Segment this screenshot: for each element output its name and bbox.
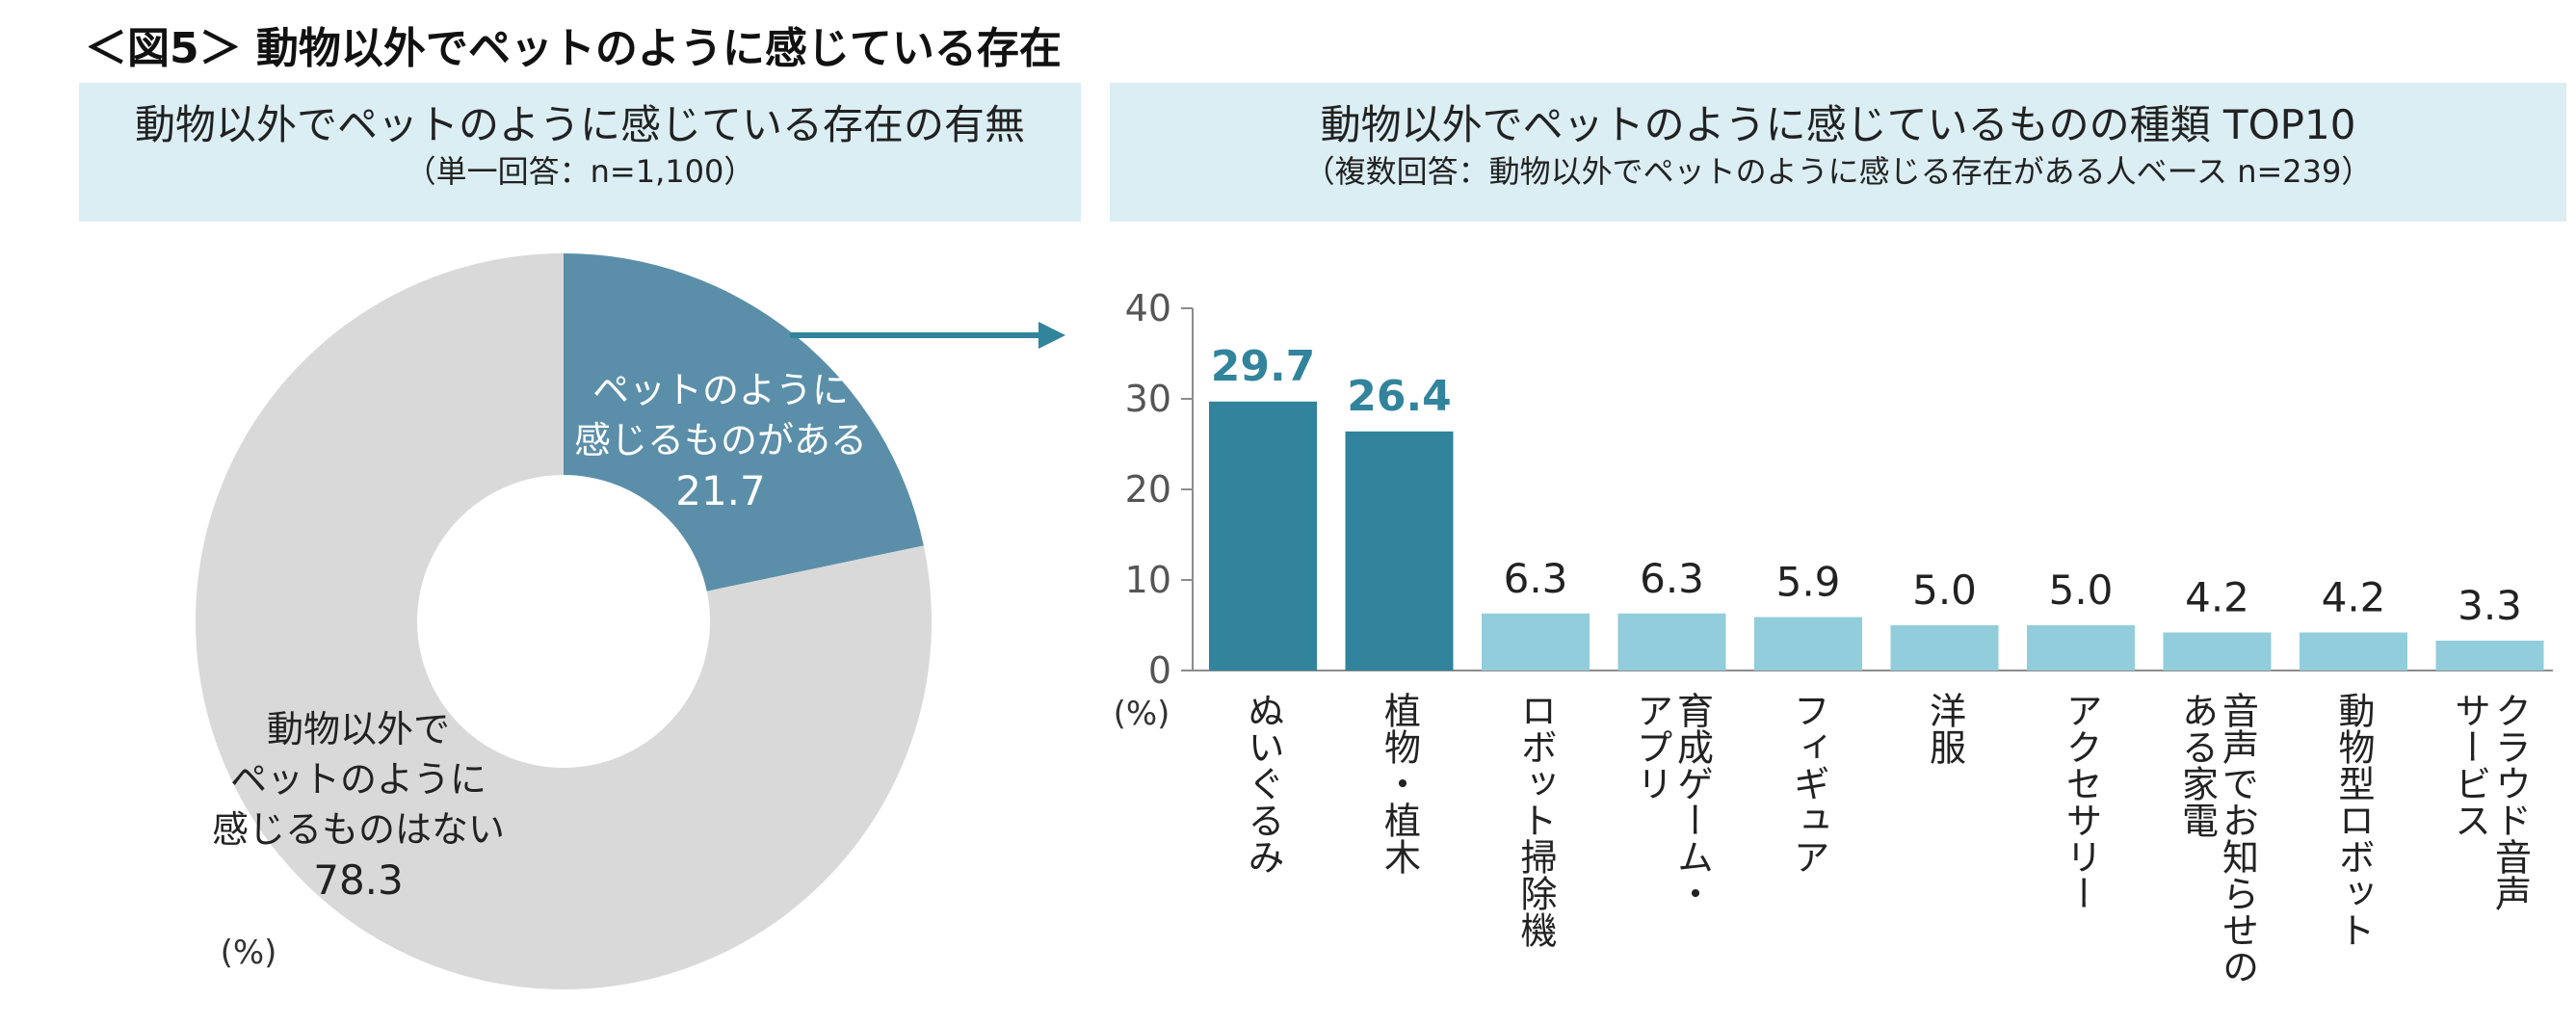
bar-4	[1754, 617, 1862, 671]
left-panel-header: 動物以外でペットのように感じている存在の有無 （単一回答：n=1,100）	[79, 83, 1081, 222]
y-tick-label-4: 40	[1125, 287, 1171, 329]
x-category-label-6-col-0: アクセサリー	[2060, 692, 2102, 911]
bar-value-label-0: 29.7	[1211, 342, 1316, 391]
x-category-label-8-col-0: 動物型ロボット	[2332, 692, 2375, 948]
figure-title: ＜図5＞ 動物以外でペットのように感じている存在	[85, 24, 1062, 73]
callout-arrow-head	[1038, 322, 1065, 349]
bar-chart: 0 10 20 30 40 29.7 ぬいぐるみ 26.4 植物・植木 6.3 ロボット掃除機 6.3…	[1125, 287, 2553, 985]
bar-value-label-9: 3.3	[2458, 582, 2522, 629]
donut-slice-1-label-line-1: ペットのように	[230, 758, 486, 801]
bar-2	[1482, 613, 1590, 671]
x-category-label-9-col-1: サービス	[2449, 692, 2491, 838]
bar-8	[2300, 632, 2407, 671]
x-category-label-4-col-0: フィギュア	[1787, 692, 1829, 875]
bar-0	[1209, 401, 1317, 671]
x-category-label-7-col-1: ある家電	[2176, 692, 2219, 838]
bar-value-label-2: 6.3	[1504, 555, 1568, 602]
bar-7	[2163, 632, 2272, 671]
donut-slice-1-value: 78.3	[313, 856, 404, 904]
donut-chart: ペットのように感じるものがある21.7動物以外でペットのように感じるものはない7…	[196, 253, 932, 989]
x-category-label-0-col-0: ぬいぐるみ	[1242, 692, 1284, 875]
donut-slice-1-label-line-2: 感じるものはない	[212, 808, 505, 851]
bar-9	[2435, 640, 2544, 671]
bar-value-label-1: 26.4	[1347, 372, 1452, 421]
bar-value-label-3: 6.3	[1640, 555, 1704, 602]
callout-arrow	[790, 322, 1065, 349]
y-tick-label-2: 20	[1125, 468, 1171, 511]
x-category-label-2-col-0: ロボット掃除機	[1514, 692, 1557, 948]
bar-value-label-4: 5.9	[1776, 559, 1841, 606]
x-category-label-3-col-1: アプリ	[1631, 692, 1673, 802]
y-tick-label-0: 0	[1148, 649, 1171, 692]
bar-value-label-5: 5.0	[1912, 566, 1977, 614]
bar-value-label-6: 5.0	[2049, 566, 2114, 614]
donut-slice-1	[196, 253, 932, 989]
right-panel-header: 動物以外でペットのように感じているものの種類 TOP10 （複数回答：動物以外で…	[1110, 83, 2566, 222]
left-panel-subtitle: （単一回答：n=1,100）	[405, 153, 755, 190]
x-category-label-1-col-0: 植物・植木	[1379, 692, 1421, 875]
bar-unit-label: (%)	[1114, 695, 1170, 733]
y-tick-label-3: 30	[1125, 378, 1171, 420]
right-panel-title: 動物以外でペットのように感じているものの種類 TOP10	[1320, 101, 2356, 148]
bar-6	[2027, 625, 2135, 671]
left-panel-title: 動物以外でペットのように感じている存在の有無	[134, 101, 1025, 148]
donut-slice-0	[564, 253, 924, 592]
x-category-label-5-col-0: 洋服	[1924, 692, 1966, 765]
x-category-label-9-col-0: クラウド音声	[2489, 692, 2532, 911]
donut-slice-0-label-line-0: ペットのように	[592, 369, 849, 411]
y-tick-label-1: 10	[1125, 559, 1171, 601]
right-panel-subtitle: （複数回答：動物以外でペットのように感じる存在がある人ベース n=239）	[1303, 153, 2373, 190]
bar-1	[1345, 431, 1454, 671]
donut-slice-0-value: 21.7	[675, 467, 766, 514]
x-category-label-3-col-0: 育成ゲーム・	[1671, 692, 1714, 911]
donut-slice-0-label-line-1: 感じるものがある	[574, 419, 867, 461]
donut-unit-label: (%)	[221, 934, 277, 972]
bar-value-label-8: 4.2	[2322, 574, 2386, 621]
bar-5	[1890, 625, 1999, 671]
donut-slice-1-label-line-0: 動物以外で	[267, 708, 450, 750]
x-category-label-7-col-0: 音声でお知らせの	[2217, 692, 2259, 985]
bar-value-label-7: 4.2	[2185, 574, 2249, 621]
bar-3	[1617, 613, 1726, 671]
